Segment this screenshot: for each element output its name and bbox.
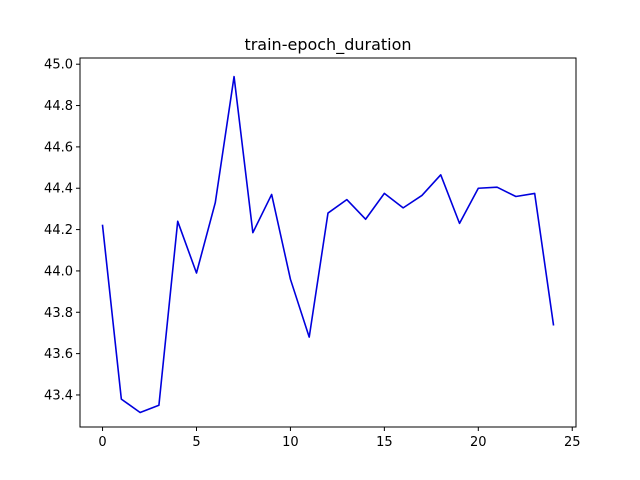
y-tick-label: 43.6 [44, 347, 73, 362]
plot-area: 0 5 10 15 20 25 43.4 43.6 43.8 44.0 44.2 44.4 44.6 44… [44, 58, 580, 450]
plot-frame [79, 57, 577, 428]
x-tick-label: 20 [470, 435, 487, 450]
y-tick-label: 45.0 [44, 58, 73, 73]
x-tick-label: 15 [376, 435, 393, 450]
chart-title: train-epoch_duration [244, 35, 411, 55]
series-line [101, 75, 555, 414]
x-tick-label: 0 [98, 435, 106, 450]
y-tick-label: 44.0 [44, 264, 73, 279]
x-tick-label: 5 [192, 435, 200, 450]
y-tick-label: 44.8 [44, 99, 73, 114]
y-tick-label: 43.4 [44, 388, 73, 403]
x-tick-label: 25 [564, 435, 581, 450]
y-tick-label: 44.4 [44, 182, 73, 197]
x-tick-label: 10 [282, 435, 299, 450]
y-tick-label: 44.6 [44, 140, 73, 155]
y-tick-label: 44.2 [44, 223, 73, 238]
y-tick-label: 43.8 [44, 306, 73, 321]
